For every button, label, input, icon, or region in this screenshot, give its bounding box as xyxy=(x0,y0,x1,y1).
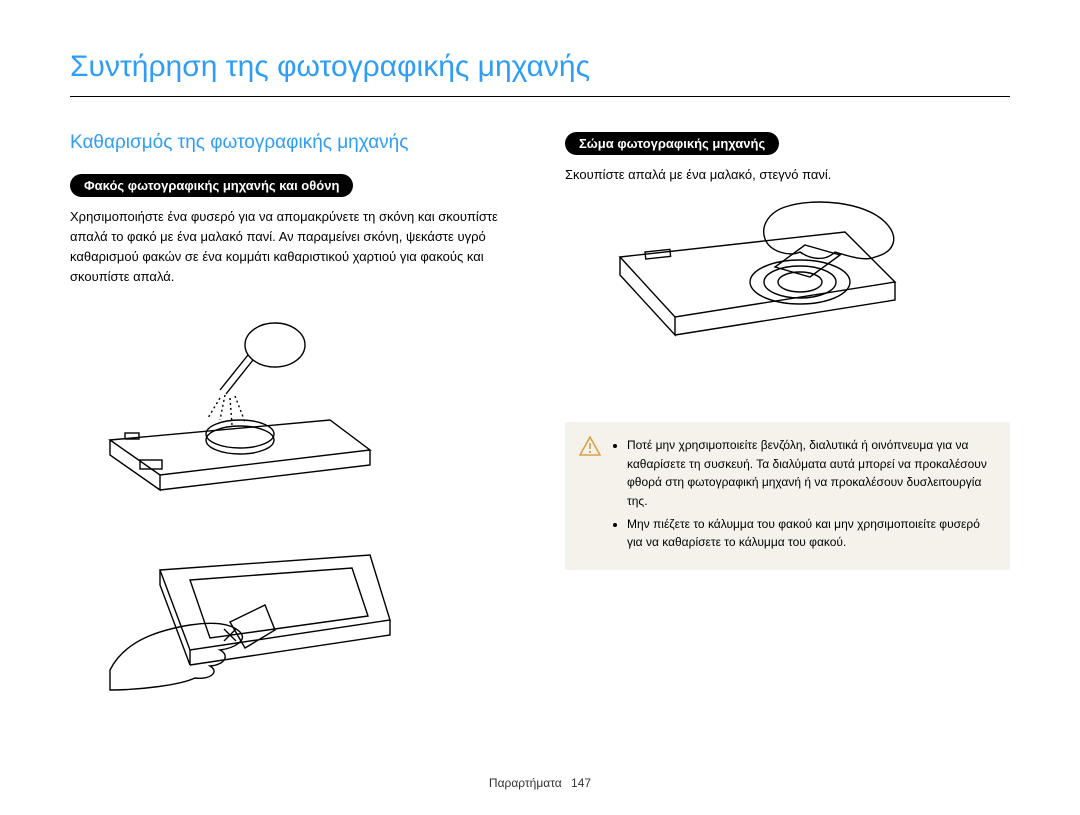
lens-instructions: Χρησιμοποιήστε ένα φυσερό για να απομακρ… xyxy=(70,207,515,288)
blower-illustration xyxy=(70,300,515,500)
content-columns: Καθαρισμός της φωτογραφικής μηχανής Φακό… xyxy=(70,132,1010,740)
warning-box: Ποτέ μην χρησιμοποιείτε βενζόλη, διαλυτι… xyxy=(565,422,1010,570)
subsection-pill-body: Σώμα φωτογραφικής μηχανής xyxy=(565,132,779,155)
section-title: Καθαρισμός της φωτογραφικής μηχανής xyxy=(70,132,515,154)
page-footer: Παραρτήματα 147 xyxy=(0,776,1080,790)
footer-page-number: 147 xyxy=(571,776,591,790)
left-column: Καθαρισμός της φωτογραφικής μηχανής Φακό… xyxy=(70,132,515,740)
right-column: Σώμα φωτογραφικής μηχανής Σκουπίστε απαλ… xyxy=(565,132,1010,740)
warning-item: Μην πιέζετε το κάλυμμα του φακού και μην… xyxy=(627,515,992,552)
subsection-pill-lens: Φακός φωτογραφικής μηχανής και οθόνη xyxy=(70,174,353,197)
body-wipe-illustration xyxy=(565,197,1010,367)
warning-item: Ποτέ μην χρησιμοποιείτε βενζόλη, διαλυτι… xyxy=(627,436,992,510)
manual-page: Συντήρηση της φωτογραφικής μηχανής Καθαρ… xyxy=(0,0,1080,770)
page-title: Συντήρηση της φωτογραφικής μηχανής xyxy=(70,50,1010,97)
screen-wipe-illustration xyxy=(70,530,515,710)
warning-icon xyxy=(579,436,601,556)
warning-list: Ποτέ μην χρησιμοποιείτε βενζόλη, διαλυτι… xyxy=(613,436,992,556)
footer-section: Παραρτήματα xyxy=(489,776,562,790)
body-instructions: Σκουπίστε απαλά με ένα μαλακό, στεγνό πα… xyxy=(565,165,1010,185)
